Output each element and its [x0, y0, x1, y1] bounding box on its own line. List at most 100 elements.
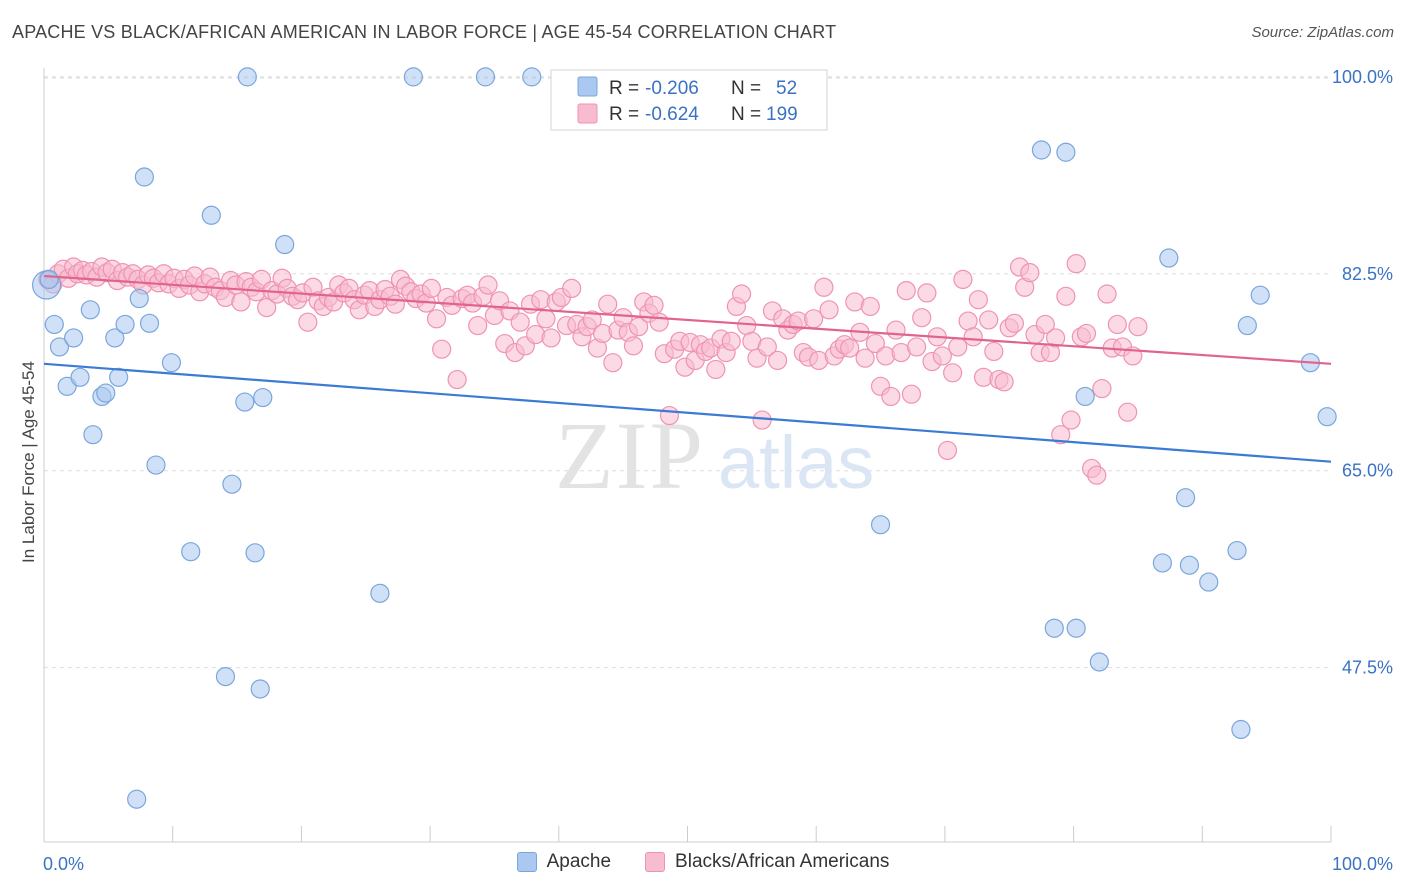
- black-point: [886, 320, 906, 340]
- y-tick-label: 47.5%: [1342, 658, 1393, 678]
- black-point: [963, 327, 983, 347]
- apache-point: [83, 425, 103, 445]
- apache-point: [1227, 540, 1247, 561]
- black-point: [298, 312, 318, 332]
- apache-point: [370, 583, 390, 603]
- black-point: [510, 312, 530, 332]
- black-point: [948, 337, 968, 357]
- apache-point: [1066, 618, 1086, 638]
- legend-label-black: Blacks/African Americans: [675, 851, 890, 872]
- black-point: [468, 315, 488, 336]
- black-point: [598, 294, 618, 314]
- chart-title: APACHE VS BLACK/AFRICAN AMERICAN IN LABO…: [12, 22, 837, 42]
- y-tick-label: 65.0%: [1342, 461, 1393, 481]
- black-point: [896, 281, 916, 301]
- black-point: [231, 292, 251, 312]
- watermark-zip: ZIP: [555, 402, 705, 509]
- apache-point: [64, 328, 84, 348]
- legend-black-r-label: R =: [609, 104, 639, 125]
- black-point: [994, 372, 1014, 392]
- black-point: [623, 336, 644, 356]
- black-point: [447, 369, 467, 390]
- legend-black-n-label: N =: [731, 104, 761, 125]
- y-tick-label: 100.0%: [1332, 67, 1393, 87]
- black-point: [840, 338, 860, 358]
- black-point: [1045, 328, 1066, 348]
- black-point: [1061, 410, 1081, 430]
- legend-black-r-value: -0.624: [645, 104, 699, 125]
- black-point: [814, 277, 834, 297]
- black-point: [1056, 286, 1076, 306]
- legend-apache-r-value: -0.206: [645, 78, 699, 99]
- black-point: [979, 310, 999, 330]
- black-point: [819, 300, 839, 320]
- apache-trendline: [43, 362, 1332, 463]
- black-point: [536, 309, 556, 329]
- black-point: [1097, 284, 1117, 304]
- apache-point: [105, 328, 125, 348]
- black-point: [731, 284, 752, 304]
- legend-black-n-value: 199: [766, 104, 798, 125]
- black-point: [865, 333, 886, 354]
- black-point: [1020, 263, 1040, 283]
- apache-point: [222, 474, 242, 494]
- black-point: [953, 269, 973, 290]
- black-point: [984, 341, 1004, 362]
- black-point: [1087, 465, 1107, 485]
- apache-point: [1075, 386, 1095, 407]
- black-point: [603, 353, 623, 373]
- apache-point: [1044, 618, 1064, 638]
- black-point: [757, 337, 777, 357]
- apache-point: [39, 269, 59, 290]
- black-point: [385, 294, 405, 314]
- apache-point: [161, 353, 182, 373]
- apache-point: [1237, 315, 1257, 336]
- apache-point: [245, 543, 265, 563]
- black-point: [1118, 402, 1138, 422]
- black-point: [1004, 313, 1024, 333]
- black-point: [721, 331, 741, 351]
- apache-point: [237, 67, 257, 87]
- legend-item-black[interactable]: Blacks/African Americans: [645, 851, 889, 873]
- legend-swatch-black: [645, 852, 666, 872]
- apache-point: [1250, 285, 1270, 305]
- x-tick-left: 0.0%: [43, 854, 84, 874]
- black-point: [1076, 323, 1097, 344]
- black-point: [943, 363, 963, 383]
- legend-label-apache: Apache: [546, 851, 612, 872]
- apache-point: [1152, 553, 1173, 573]
- apache-point: [1159, 248, 1179, 268]
- apache-point: [215, 666, 236, 687]
- apache-point: [127, 789, 147, 809]
- axes-layer: [43, 68, 1332, 843]
- legend-swatch-apache: [516, 852, 537, 872]
- black-point: [592, 323, 613, 344]
- series-black-points: [38, 254, 1148, 485]
- y-axis-label: In Labor Force | Age 45-54: [19, 361, 38, 563]
- apache-point: [109, 367, 129, 387]
- apache-point: [44, 314, 64, 335]
- apache-point: [1031, 140, 1052, 160]
- black-point: [1051, 425, 1071, 445]
- apache-point: [139, 313, 160, 333]
- apache-point: [250, 679, 270, 699]
- apache-point: [1179, 555, 1200, 575]
- apache-point: [1231, 719, 1251, 740]
- black-point: [649, 312, 669, 332]
- apache-point: [1175, 488, 1196, 508]
- source-label: Source: ZipAtlas.com: [1251, 24, 1394, 41]
- apache-point: [275, 234, 295, 255]
- black-point: [421, 278, 441, 299]
- black-point: [968, 290, 988, 310]
- black-point: [426, 309, 447, 329]
- apache-point: [70, 367, 90, 387]
- apache-point: [235, 392, 255, 412]
- black-point: [526, 324, 546, 345]
- black-point: [644, 295, 664, 315]
- black-point: [562, 278, 582, 299]
- black-point: [432, 339, 452, 359]
- legend-item-apache[interactable]: Apache: [516, 851, 612, 873]
- black-point: [659, 405, 680, 426]
- black-point: [860, 296, 880, 317]
